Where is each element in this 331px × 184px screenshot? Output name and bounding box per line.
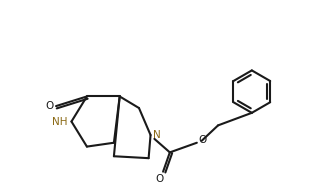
- Text: O: O: [45, 101, 53, 111]
- Text: O: O: [199, 135, 207, 145]
- Text: N: N: [154, 130, 161, 140]
- Text: NH: NH: [52, 116, 68, 127]
- Text: O: O: [155, 174, 164, 184]
